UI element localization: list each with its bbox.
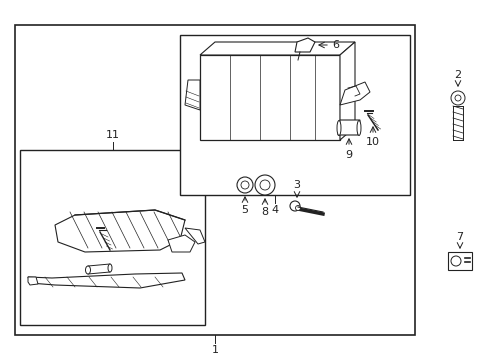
Polygon shape xyxy=(339,82,369,105)
Polygon shape xyxy=(88,264,110,274)
Circle shape xyxy=(454,95,460,101)
Text: 6: 6 xyxy=(331,40,338,50)
Text: 1: 1 xyxy=(211,345,218,355)
Text: 9: 9 xyxy=(345,150,352,160)
Text: 8: 8 xyxy=(261,207,268,217)
Text: 2: 2 xyxy=(453,70,461,80)
Bar xyxy=(15,25,414,335)
Polygon shape xyxy=(294,38,314,52)
Bar xyxy=(20,150,204,325)
Polygon shape xyxy=(168,235,195,252)
Polygon shape xyxy=(337,120,359,135)
Bar xyxy=(447,252,471,270)
Bar xyxy=(180,35,409,195)
Text: 4: 4 xyxy=(271,205,278,215)
Circle shape xyxy=(260,180,269,190)
Text: 3: 3 xyxy=(293,180,300,190)
Circle shape xyxy=(295,206,300,211)
Polygon shape xyxy=(184,228,204,244)
Text: 10: 10 xyxy=(365,137,379,147)
Polygon shape xyxy=(200,55,339,140)
Circle shape xyxy=(289,201,299,211)
Text: 5: 5 xyxy=(241,205,248,215)
Ellipse shape xyxy=(356,121,360,135)
Polygon shape xyxy=(55,210,184,252)
Ellipse shape xyxy=(336,121,340,135)
Circle shape xyxy=(450,256,460,266)
Polygon shape xyxy=(339,42,354,140)
Polygon shape xyxy=(184,80,200,110)
Ellipse shape xyxy=(85,266,90,274)
Circle shape xyxy=(254,175,274,195)
Circle shape xyxy=(237,177,252,193)
Polygon shape xyxy=(200,42,354,55)
Circle shape xyxy=(241,181,248,189)
Circle shape xyxy=(450,91,464,105)
Text: 7: 7 xyxy=(455,232,463,242)
Ellipse shape xyxy=(108,264,112,272)
Polygon shape xyxy=(28,277,38,285)
Text: 11: 11 xyxy=(105,130,119,140)
Polygon shape xyxy=(28,273,184,288)
